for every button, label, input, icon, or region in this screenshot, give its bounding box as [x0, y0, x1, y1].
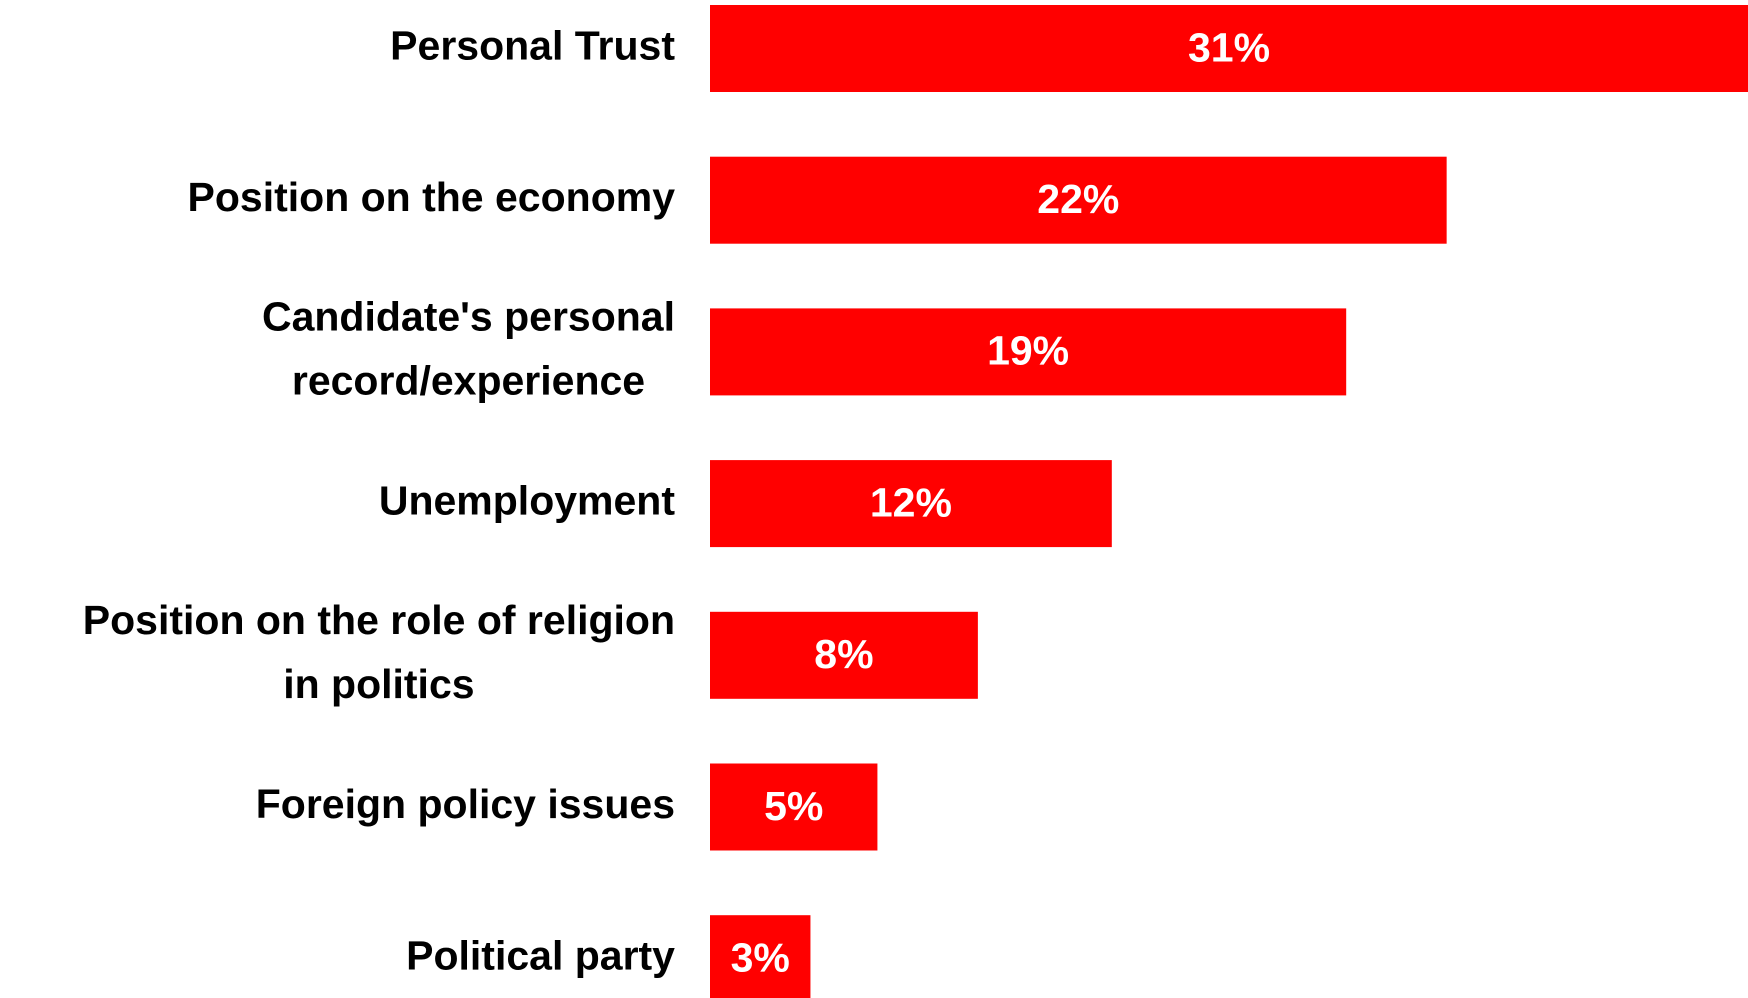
bar-6: [710, 915, 811, 998]
value-label-3: 12%: [870, 479, 952, 525]
value-label-0: 31%: [1188, 24, 1270, 70]
value-label-2: 19%: [987, 328, 1069, 374]
category-label-0: Personal Trust: [390, 22, 675, 68]
bar-3: [710, 460, 1112, 548]
value-labels: 31% 22% 19% 12% 8% 5% 3%: [731, 24, 1270, 980]
category-labels: Personal Trust Position on the economy Can…: [83, 22, 676, 978]
bar-0: [710, 5, 1748, 92]
value-label-4: 8%: [814, 631, 873, 677]
bars-layer: [710, 5, 1748, 998]
category-label-1: Position on the economy: [188, 174, 676, 220]
category-label-5: Foreign policy issues: [256, 781, 675, 827]
category-label-4-line-1: in politics: [283, 661, 474, 707]
value-label-1: 22%: [1037, 176, 1119, 222]
bar-5: [710, 763, 878, 851]
bar-1: [710, 156, 1447, 244]
value-label-5: 5%: [764, 783, 823, 829]
category-label-3: Unemployment: [379, 477, 675, 523]
category-label-6: Political party: [406, 933, 675, 979]
bar-2: [710, 308, 1347, 396]
value-label-6: 3%: [731, 935, 790, 981]
category-label-4-line-0: Position on the role of religion: [83, 597, 675, 643]
bar-4: [710, 611, 978, 699]
category-label-2-line-0: Candidate's personal: [262, 294, 675, 340]
category-label-2-line-1: record/experience: [292, 358, 645, 404]
